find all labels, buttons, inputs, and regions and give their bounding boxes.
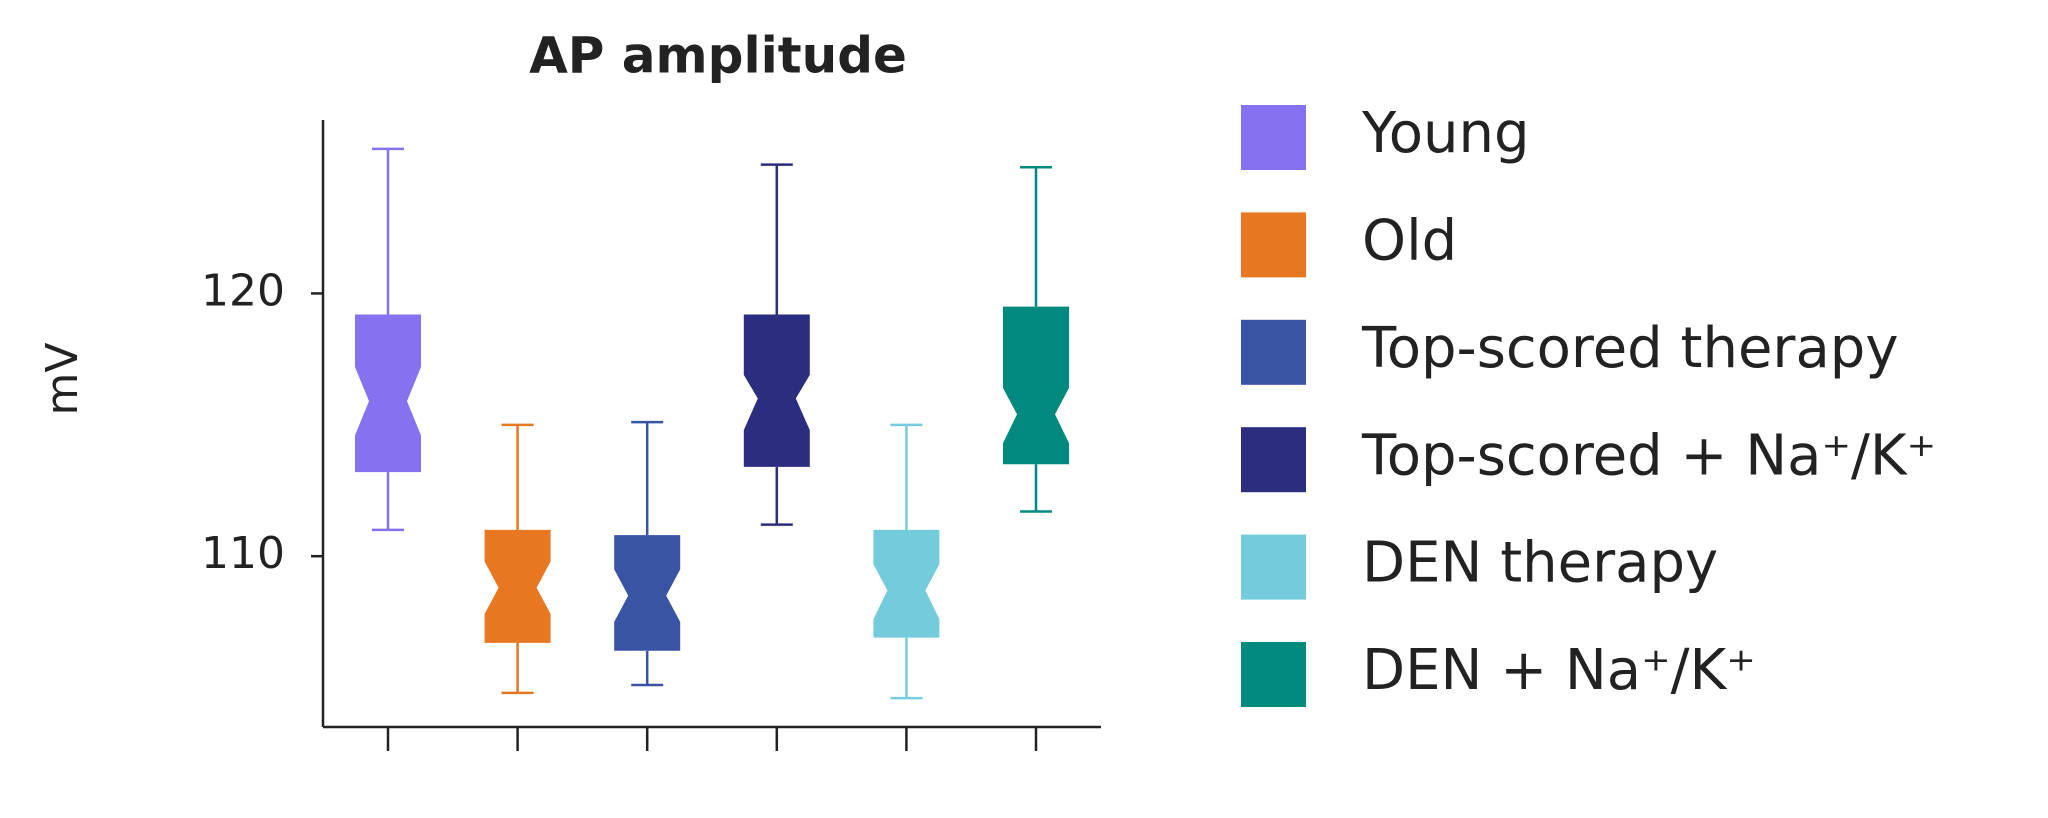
- y-axis-label: mV: [37, 343, 88, 416]
- legend-label: Top-scored therapy: [1361, 316, 1898, 381]
- legend-label: Young: [1361, 101, 1530, 166]
- legend-label: Old: [1362, 209, 1457, 274]
- box: [873, 529, 940, 638]
- legend-swatch: [1241, 534, 1306, 600]
- y-tick-label: 120: [201, 265, 285, 316]
- box: [614, 535, 681, 651]
- legend-swatch: [1241, 427, 1306, 493]
- box: [484, 529, 551, 643]
- legend-swatch: [1241, 642, 1306, 707]
- box: [355, 314, 421, 473]
- legend-swatch: [1241, 319, 1306, 385]
- legend-label: DEN therapy: [1362, 531, 1718, 596]
- legend-label: DEN + Na⁺/K⁺: [1362, 638, 1756, 703]
- y-tick-label: 110: [201, 528, 285, 579]
- box: [1003, 306, 1069, 465]
- chart-title: AP amplitude: [529, 27, 907, 85]
- legend-label: Top-scored + Na⁺/K⁺: [1361, 423, 1936, 488]
- box: [743, 314, 810, 467]
- legend-swatch: [1241, 105, 1306, 170]
- legend-swatch: [1241, 212, 1306, 278]
